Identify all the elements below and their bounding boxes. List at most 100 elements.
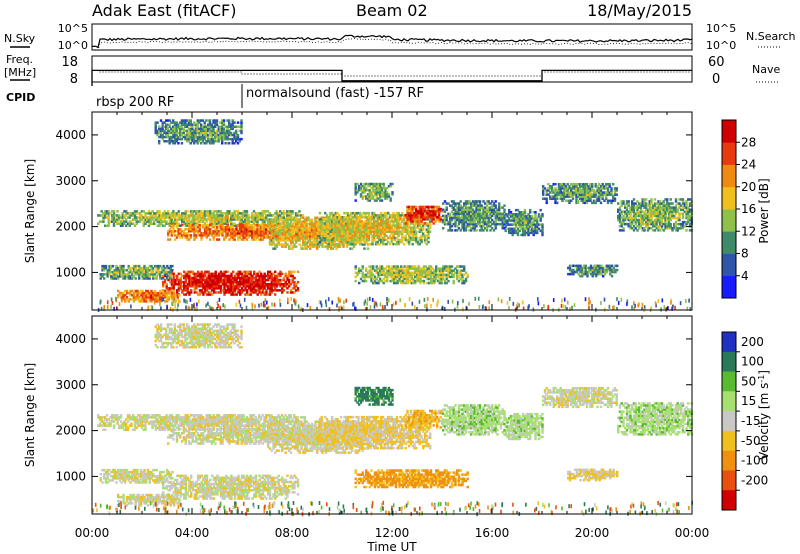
- power-echo-cell: [191, 285, 195, 288]
- power-echo-cell: [200, 218, 203, 221]
- power-echo-cell: [195, 272, 198, 276]
- power-echo-cell: [242, 222, 245, 225]
- power-echo-cell: [274, 245, 277, 248]
- power-echo-cell: [310, 243, 314, 246]
- power-echo-cell: [261, 234, 264, 237]
- power-echo-cell: [184, 222, 187, 225]
- power-echo-cell: [359, 228, 362, 231]
- power-echo-cell: [219, 225, 222, 229]
- power-echo-cell: [523, 208, 527, 212]
- power-echo-cell: [98, 220, 102, 223]
- power-echo-cell: [190, 276, 193, 280]
- power-echo-cell: [214, 272, 217, 276]
- power-echo-cell: [268, 220, 272, 224]
- power-echo-cell: [331, 247, 335, 250]
- power-echo-cell: [214, 280, 217, 284]
- power-echo-cell: [172, 225, 175, 229]
- power-echo-cell: [186, 270, 189, 274]
- power-echo-cell: [369, 224, 372, 227]
- power-echo-cell: [219, 285, 223, 288]
- power-echo-cell: [221, 214, 224, 217]
- power-echo-cell: [442, 227, 445, 230]
- power-echo-cell: [203, 224, 207, 227]
- power-echo-cell: [128, 224, 131, 227]
- power-echo-cell: [214, 287, 217, 290]
- power-echo-cell: [359, 216, 362, 219]
- power-echo-cell: [408, 224, 411, 227]
- power-echo-cell: [237, 236, 240, 239]
- power-echo-cell: [387, 224, 390, 227]
- power-echo-cell: [202, 232, 205, 235]
- power-echo-cell: [268, 228, 272, 232]
- power-echo-cell: [263, 236, 266, 239]
- power-echo-cell: [338, 214, 341, 217]
- power-echo-cell: [247, 278, 251, 282]
- power-echo-cell: [367, 228, 371, 231]
- power-echo-cell: [226, 276, 230, 280]
- power-echo-cell: [205, 287, 209, 290]
- power-echo-cell: [254, 220, 257, 223]
- power-echo-cell: [272, 214, 275, 217]
- power-echo-cell: [275, 245, 279, 248]
- power-echo-cell: [265, 210, 268, 213]
- power-echo-cell: [258, 232, 261, 235]
- power-echo-cell: [261, 212, 264, 215]
- power-echo-cell: [378, 234, 381, 238]
- power-echo-cell: [282, 230, 286, 234]
- power-echo-cell: [203, 230, 207, 233]
- power-echo-cell: [177, 214, 180, 217]
- power-echo-cell: [179, 283, 182, 286]
- power-echo-cell: [223, 238, 226, 241]
- power-echo-cell: [179, 218, 182, 221]
- power-echo-cell: [249, 285, 252, 288]
- power-echo-cell: [204, 278, 207, 282]
- power-echo-cell: [191, 228, 194, 231]
- power-echo-cell: [378, 218, 381, 221]
- power-echo-cell: [249, 280, 252, 284]
- power-echo-cell: [327, 234, 330, 238]
- power-echo-cell: [284, 243, 287, 246]
- power-echo-cell: [188, 272, 191, 276]
- power-echo-cell: [161, 216, 165, 219]
- power-echo-cell: [381, 220, 385, 223]
- power-echo-cell: [385, 234, 388, 238]
- power-echo-cell: [380, 211, 383, 215]
- power-echo-cell: [219, 223, 222, 227]
- power-echo-cell: [221, 280, 224, 284]
- power-echo-cell: [153, 216, 156, 219]
- power-echo-cell: [397, 224, 400, 227]
- power-echo-cell: [188, 278, 191, 282]
- power-echo-cell: [406, 238, 409, 242]
- power-echo-cell: [205, 220, 208, 223]
- power-echo-cell: [327, 222, 330, 225]
- power-echo-cell: [355, 216, 358, 219]
- power-echo-cell: [258, 283, 261, 286]
- power-echo-cell: [186, 283, 189, 286]
- power-echo-cell: [189, 230, 193, 233]
- power-echo-cell: [244, 278, 247, 282]
- power-echo-cell: [210, 234, 214, 237]
- power-echo-cell: [427, 218, 430, 221]
- power-echo-cell: [197, 280, 200, 284]
- power-echo-cell: [167, 278, 170, 282]
- power-echo-cell: [312, 241, 315, 244]
- power-echo-cell: [170, 230, 173, 233]
- power-echo-cell: [188, 214, 191, 217]
- power-echo-cell: [217, 234, 221, 237]
- power-echo-cell: [169, 272, 172, 276]
- power-echo-cell: [392, 220, 395, 223]
- power-echo-cell: [246, 283, 249, 286]
- power-echo-cell: [327, 220, 330, 223]
- power-echo-cell: [494, 204, 497, 207]
- power-echo-cell: [184, 214, 187, 217]
- power-echo-cell: [195, 216, 198, 219]
- power-echo-cell: [338, 220, 341, 223]
- power-echo-cell: [242, 289, 245, 292]
- power-echo-cell: [310, 237, 314, 240]
- power-echo-cell: [401, 238, 404, 242]
- power-echo-cell: [203, 214, 207, 217]
- power-echo-cell: [357, 238, 360, 242]
- power-echo-cell: [288, 237, 291, 240]
- power-echo-cell: [188, 291, 191, 294]
- power-echo-cell: [274, 237, 277, 240]
